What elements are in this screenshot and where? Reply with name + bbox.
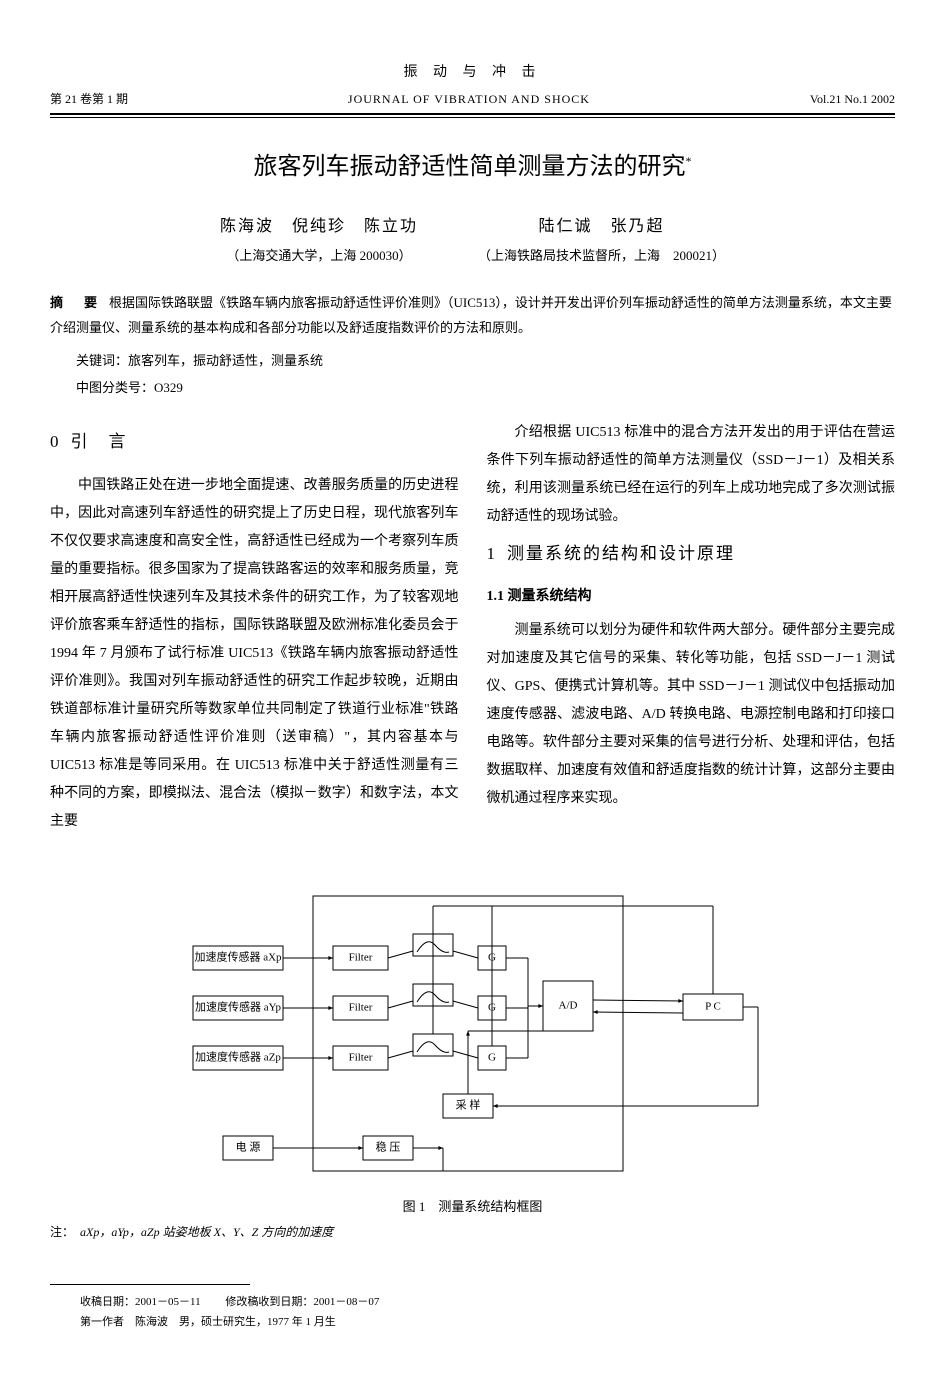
svg-text:加速度传感器 aXp: 加速度传感器 aXp	[194, 949, 282, 963]
authors-block: 陈海波 倪纯珍 陈立功 （上海交通大学，上海 200030） 陆仁诚 张乃超 （…	[50, 213, 895, 267]
abstract: 摘 要根据国际铁路联盟《铁路车辆内旅客振动舒适性评价准则》（UIC513），设计…	[50, 291, 895, 340]
section-1-heading: 1测量系统的结构和设计原理	[487, 539, 896, 570]
svg-text:G: G	[488, 1051, 496, 1063]
authors-group-1: 陈海波 倪纯珍 陈立功	[220, 213, 418, 242]
svg-text:加速度传感器 aYp: 加速度传感器 aYp	[194, 999, 281, 1013]
issue-right: Vol.21 No.1 2002	[810, 89, 895, 111]
figure-1-note: 注： aXp，aYp，aZp 站姿地板 X、Y、Z 方向的加速度	[50, 1222, 895, 1244]
section-0-para-2: 介绍根据 UIC513 标准中的混合方法开发出的用于评估在营运条件下列车振动舒适…	[487, 419, 896, 531]
svg-text:Filter: Filter	[348, 1051, 372, 1063]
journal-name-en: JOURNAL OF VIBRATION AND SHOCK	[348, 89, 590, 111]
keywords: 关键词：旅客列车，振动舒适性，测量系统	[50, 349, 895, 372]
svg-text:稳 压: 稳 压	[375, 1139, 400, 1153]
affiliation-1: （上海交通大学，上海 200030）	[220, 244, 418, 267]
section-1-1-para-1: 测量系统可以划分为硬件和软件两大部分。硬件部分主要完成对加速度及其它信号的采集、…	[487, 617, 896, 813]
section-1-1-heading: 1.1 测量系统结构	[487, 584, 896, 609]
issue-left: 第 21 卷第 1 期	[50, 89, 128, 111]
svg-text:电 源: 电 源	[235, 1139, 260, 1153]
authors-group-2: 陆仁诚 张乃超	[478, 213, 725, 242]
affiliation-2: （上海铁路局技术监督所，上海 200021）	[478, 244, 725, 267]
svg-text:A/D: A/D	[558, 999, 577, 1011]
footer-info: 收稿日期：2001－05－11 修改稿收到日期：2001－08－07 第一作者 …	[50, 1293, 895, 1333]
svg-text:P C: P C	[705, 1000, 721, 1012]
journal-name-cn: 振 动 与 冲 击	[50, 60, 895, 85]
svg-text:加速度传感器 aZp: 加速度传感器 aZp	[195, 1049, 281, 1063]
abstract-label: 摘 要	[50, 295, 101, 310]
right-column: 介绍根据 UIC513 标准中的混合方法开发出的用于评估在营运条件下列车振动舒适…	[487, 419, 896, 836]
figure-1: 加速度传感器 aXp 加速度传感器 aYp 加速度传感器 aZp Filter Filt…	[50, 876, 895, 1219]
paper-title: 旅客列车振动舒适性简单测量方法的研究*	[50, 146, 895, 189]
section-0-heading: 0引 言	[50, 427, 459, 458]
svg-text:Filter: Filter	[348, 951, 372, 963]
section-0-para-1: 中国铁路正处在进一步地全面提速、改善服务质量的历史进程中，因此对高速列车舒适性的…	[50, 472, 459, 836]
svg-text:Filter: Filter	[348, 1001, 372, 1013]
footer-rule	[50, 1284, 250, 1285]
header-rule	[50, 113, 895, 118]
left-column: 0引 言 中国铁路正处在进一步地全面提速、改善服务质量的历史进程中，因此对高速列…	[50, 419, 459, 836]
abstract-text: 根据国际铁路联盟《铁路车辆内旅客振动舒适性评价准则》（UIC513），设计并开发…	[50, 295, 892, 335]
figure-1-diagram: 加速度传感器 aXp 加速度传感器 aYp 加速度传感器 aZp Filter Filt…	[163, 876, 783, 1176]
class-number: 中图分类号：O329	[50, 376, 895, 399]
svg-text:采 样: 采 样	[455, 1097, 480, 1111]
figure-1-caption: 图 1 测量系统结构框图	[50, 1195, 895, 1218]
